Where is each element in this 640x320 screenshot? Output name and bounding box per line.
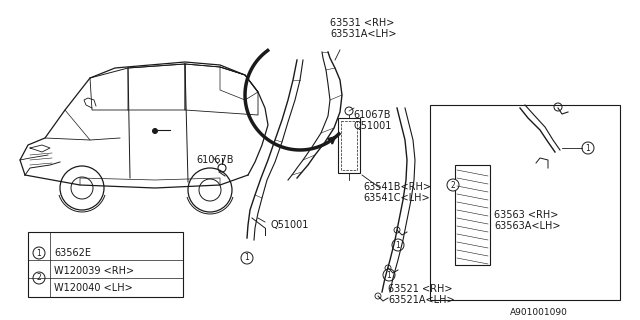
Circle shape — [447, 179, 459, 191]
Text: 63563 <RH>: 63563 <RH> — [494, 210, 558, 220]
Circle shape — [33, 247, 45, 259]
Bar — [341, 121, 357, 170]
Text: 63521A<LH>: 63521A<LH> — [388, 295, 454, 305]
Text: W120040 <LH>: W120040 <LH> — [54, 283, 132, 293]
Text: 1: 1 — [396, 241, 401, 250]
Circle shape — [241, 252, 253, 264]
Text: 1: 1 — [586, 143, 590, 153]
Text: 63531A<LH>: 63531A<LH> — [330, 29, 397, 39]
Text: 1: 1 — [36, 249, 42, 258]
Bar — [28, 232, 183, 297]
Circle shape — [392, 239, 404, 251]
Text: 1: 1 — [244, 253, 250, 262]
Text: 63563A<LH>: 63563A<LH> — [494, 221, 561, 231]
Text: Q51001: Q51001 — [353, 121, 392, 131]
Bar — [338, 118, 360, 173]
Text: 2: 2 — [36, 274, 42, 283]
Text: 63562E: 63562E — [54, 248, 91, 258]
Text: 61067B: 61067B — [353, 110, 390, 120]
Circle shape — [383, 269, 395, 281]
Bar — [455, 165, 490, 265]
Text: W120039 <RH>: W120039 <RH> — [54, 266, 134, 276]
Circle shape — [152, 129, 157, 133]
Text: 63541B<RH>: 63541B<RH> — [363, 182, 431, 192]
Text: 63541C<LH>: 63541C<LH> — [363, 193, 429, 203]
Bar — [430, 105, 620, 300]
Text: 61067B: 61067B — [196, 155, 234, 165]
Text: Q51001: Q51001 — [270, 220, 308, 230]
Circle shape — [33, 272, 45, 284]
Text: 2: 2 — [451, 180, 456, 189]
Text: 63521 <RH>: 63521 <RH> — [388, 284, 452, 294]
Text: 63531 <RH>: 63531 <RH> — [330, 18, 394, 28]
Circle shape — [582, 142, 594, 154]
Text: A901001090: A901001090 — [510, 308, 568, 317]
Text: 1: 1 — [387, 270, 392, 279]
